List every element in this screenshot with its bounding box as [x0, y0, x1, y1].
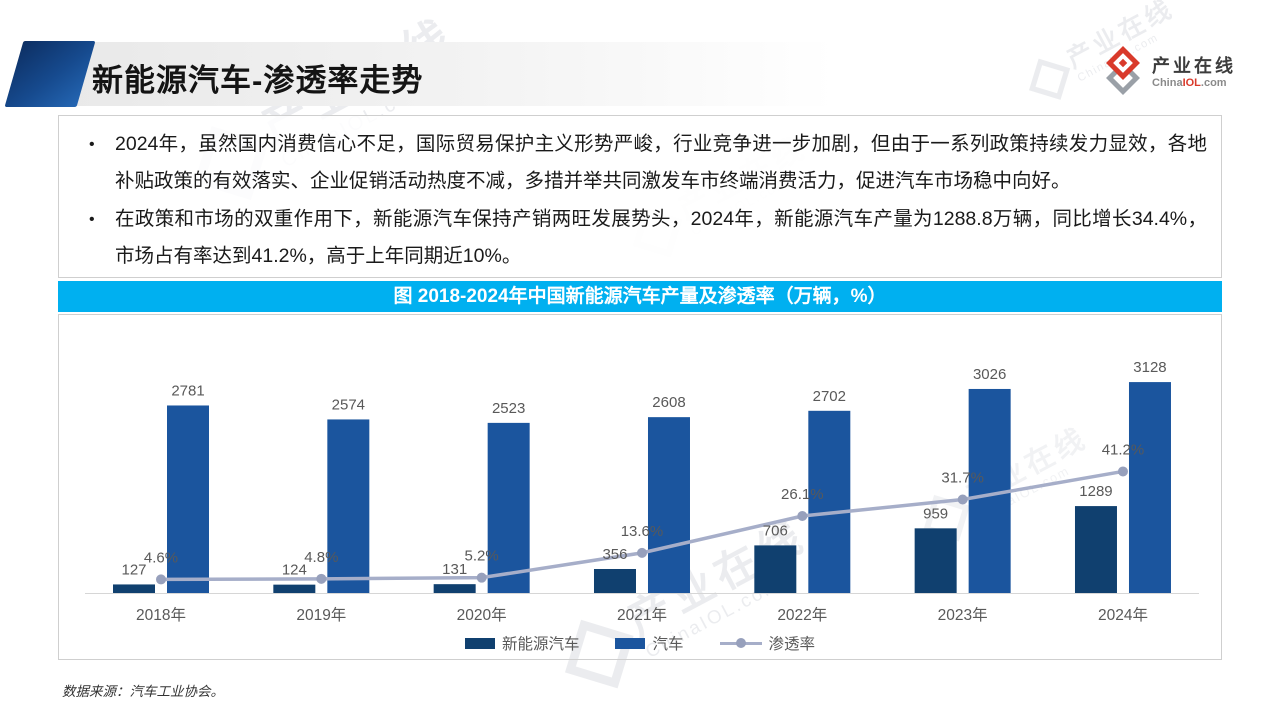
- svg-text:959: 959: [923, 505, 948, 522]
- brand-domain: ChinaIOL.com: [1152, 77, 1227, 90]
- svg-text:5.2%: 5.2%: [465, 548, 499, 565]
- chart-svg: 127 2781 4.6% 2018年 124 2574 4.8% 2019年 131 2523 5…: [85, 359, 1199, 624]
- legend-label-penetration: 渗透率: [768, 636, 816, 653]
- legend-label-auto: 汽车: [652, 636, 684, 653]
- legend-line-dot: [735, 638, 746, 648]
- legend-label-nev: 新能源汽车: [501, 636, 580, 653]
- svg-text:131: 131: [442, 561, 467, 578]
- svg-text:124: 124: [282, 562, 307, 579]
- svg-text:4.6%: 4.6%: [144, 549, 178, 566]
- header-band: [70, 42, 970, 106]
- svg-text:2023年: 2023年: [938, 606, 988, 624]
- chart-area: 127 2781 4.6% 2018年 124 2574 4.8% 2019年 131 2523 5…: [58, 314, 1222, 660]
- bullet-item: 2024年，虽然国内消费信心不足，国际贸易保护主义形势严峻，行业竞争进一步加剧，…: [87, 126, 1207, 200]
- watermark-diamond-icon: [1028, 58, 1071, 100]
- svg-text:13.6%: 13.6%: [621, 523, 664, 540]
- svg-text:2018年: 2018年: [136, 606, 186, 624]
- svg-text:4.8%: 4.8%: [304, 549, 338, 566]
- svg-text:2021年: 2021年: [617, 606, 667, 624]
- svg-text:2523: 2523: [492, 400, 525, 417]
- svg-text:2608: 2608: [652, 394, 685, 411]
- brand-logo-text: 产业在线 ChinaIOL.com: [1152, 56, 1236, 89]
- legend-line-swatch: [719, 638, 762, 648]
- svg-text:127: 127: [121, 561, 146, 578]
- svg-text:1289: 1289: [1079, 483, 1112, 500]
- svg-text:41.2%: 41.2%: [1102, 441, 1145, 458]
- summary-text-box: 2024年，虽然国内消费信心不足，国际贸易保护主义形势严峻，行业竞争进一步加剧，…: [58, 115, 1222, 278]
- legend-swatch-auto: [615, 637, 646, 649]
- page-title: 新能源汽车-渗透率走势: [92, 63, 424, 98]
- svg-text:2020年: 2020年: [457, 606, 507, 624]
- legend-item-penetration: 渗透率: [719, 632, 816, 654]
- svg-text:3026: 3026: [973, 366, 1006, 383]
- svg-text:2781: 2781: [171, 382, 204, 399]
- legend-item-nev: 新能源汽车: [464, 632, 580, 654]
- bullet-item: 在政策和市场的双重作用下，新能源汽车保持产销两旺发展势头，2024年，新能源汽车…: [87, 201, 1207, 275]
- bullet-list: 2024年，虽然国内消费信心不足，国际贸易保护主义形势严峻，行业竞争进一步加剧，…: [87, 126, 1207, 275]
- svg-text:706: 706: [763, 522, 788, 539]
- svg-text:2022年: 2022年: [777, 606, 827, 624]
- brand-logo: 产业在线 ChinaIOL.com: [1103, 46, 1236, 96]
- svg-text:2574: 2574: [332, 396, 365, 413]
- svg-text:2019年: 2019年: [296, 606, 346, 624]
- brand-name: 产业在线: [1152, 56, 1236, 77]
- chart-legend: 新能源汽车 汽车 渗透率: [59, 632, 1221, 654]
- svg-text:356: 356: [602, 546, 627, 563]
- data-source-note: 数据来源：汽车工业协会。: [62, 684, 224, 699]
- svg-text:31.7%: 31.7%: [941, 469, 984, 486]
- svg-text:26.1%: 26.1%: [781, 486, 824, 503]
- svg-text:2702: 2702: [813, 388, 846, 405]
- legend-swatch-nev: [464, 637, 495, 649]
- legend-item-auto: 汽车: [615, 632, 684, 654]
- brand-logo-icon: [1103, 46, 1143, 96]
- svg-text:2024年: 2024年: [1098, 606, 1148, 624]
- svg-text:3128: 3128: [1133, 359, 1166, 376]
- chart-title-bar: 图 2018-2024年中国新能源汽车产量及渗透率（万辆，%）: [58, 281, 1222, 312]
